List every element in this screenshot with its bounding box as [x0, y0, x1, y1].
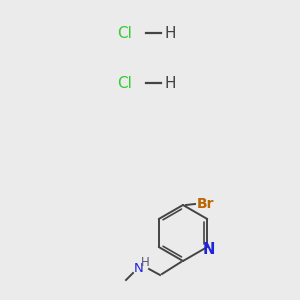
Text: H: H [165, 26, 176, 40]
Text: N: N [134, 262, 144, 275]
Text: H: H [141, 256, 149, 268]
Text: H: H [165, 76, 176, 91]
Text: Cl: Cl [117, 26, 132, 40]
Text: Br: Br [197, 197, 214, 211]
Text: N: N [203, 242, 215, 257]
Text: Cl: Cl [117, 76, 132, 91]
